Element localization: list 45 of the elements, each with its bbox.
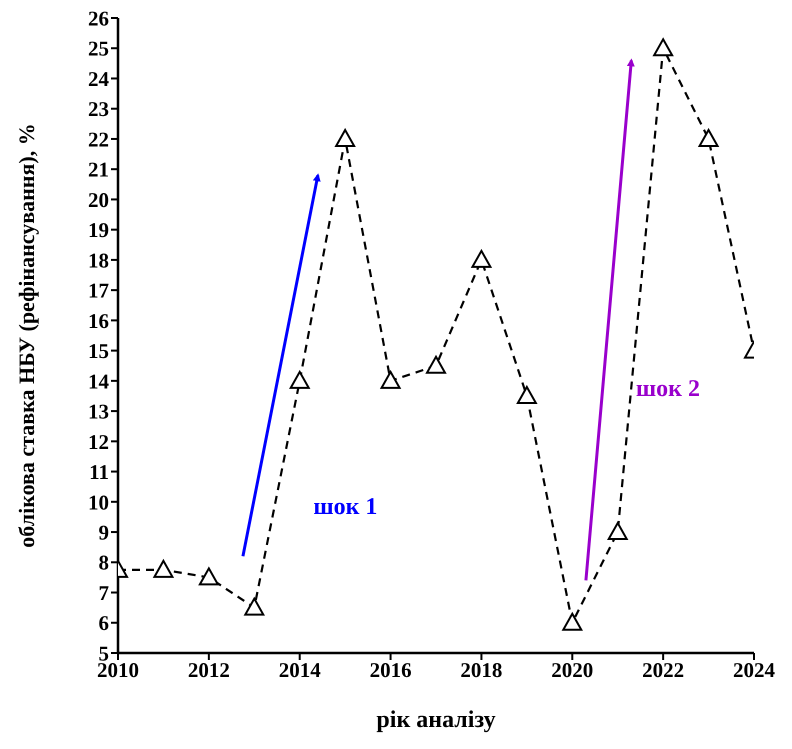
x-axis-title: рік аналізу — [376, 707, 496, 733]
y-tick-label: 21 — [88, 158, 109, 182]
y-tick-label: 13 — [88, 400, 109, 424]
y-tick-label: 26 — [88, 6, 109, 30]
point — [653, 38, 674, 56]
annotation: шок 1 — [313, 494, 378, 520]
x-tick-label: 2018 — [460, 658, 502, 682]
y-tick-label: 9 — [98, 520, 109, 545]
point — [426, 356, 446, 374]
point — [198, 567, 219, 586]
x-tick-label: 2024 — [733, 658, 776, 682]
y-tick-label: 11 — [89, 460, 109, 484]
y-tick-label: 20 — [88, 188, 109, 212]
y-tick-label: 24 — [88, 66, 110, 91]
point — [471, 250, 492, 268]
y-tick-label: 6 — [98, 611, 109, 636]
x-tick-label: 2012 — [188, 658, 230, 682]
y-tick-label: 12 — [88, 430, 109, 454]
point — [290, 370, 310, 389]
x-tick-label: 2020 — [551, 658, 594, 682]
point — [516, 386, 537, 404]
y-tick-label: 10 — [88, 490, 109, 514]
y-axis-title: облікова ставка НБУ (рефінансування), % — [14, 123, 39, 548]
y-tick-label: 17 — [88, 278, 109, 303]
y-tick-label: 15 — [88, 339, 109, 364]
x-tick-label: 2022 — [642, 658, 684, 682]
y-tick-label: 19 — [88, 218, 109, 242]
y-tick-label: 23 — [88, 97, 109, 122]
y-tick-label: 25 — [88, 36, 109, 61]
y-tick-label: 7 — [98, 580, 109, 605]
point — [153, 560, 174, 578]
y-tick-label: 16 — [88, 308, 109, 333]
x-tick-label: 2014 — [278, 658, 322, 682]
x-tick-label: 2016 — [370, 658, 412, 682]
point — [608, 522, 628, 540]
point — [244, 598, 264, 616]
point — [380, 370, 401, 389]
y-tick-label: 22 — [88, 127, 109, 152]
y-tick-label: 14 — [88, 369, 110, 394]
annotation: шок 2 — [636, 376, 700, 402]
point — [562, 612, 582, 631]
point — [335, 128, 356, 147]
y-tick-label: 8 — [98, 550, 109, 575]
point — [698, 128, 719, 147]
y-tick-label: 18 — [88, 248, 109, 272]
